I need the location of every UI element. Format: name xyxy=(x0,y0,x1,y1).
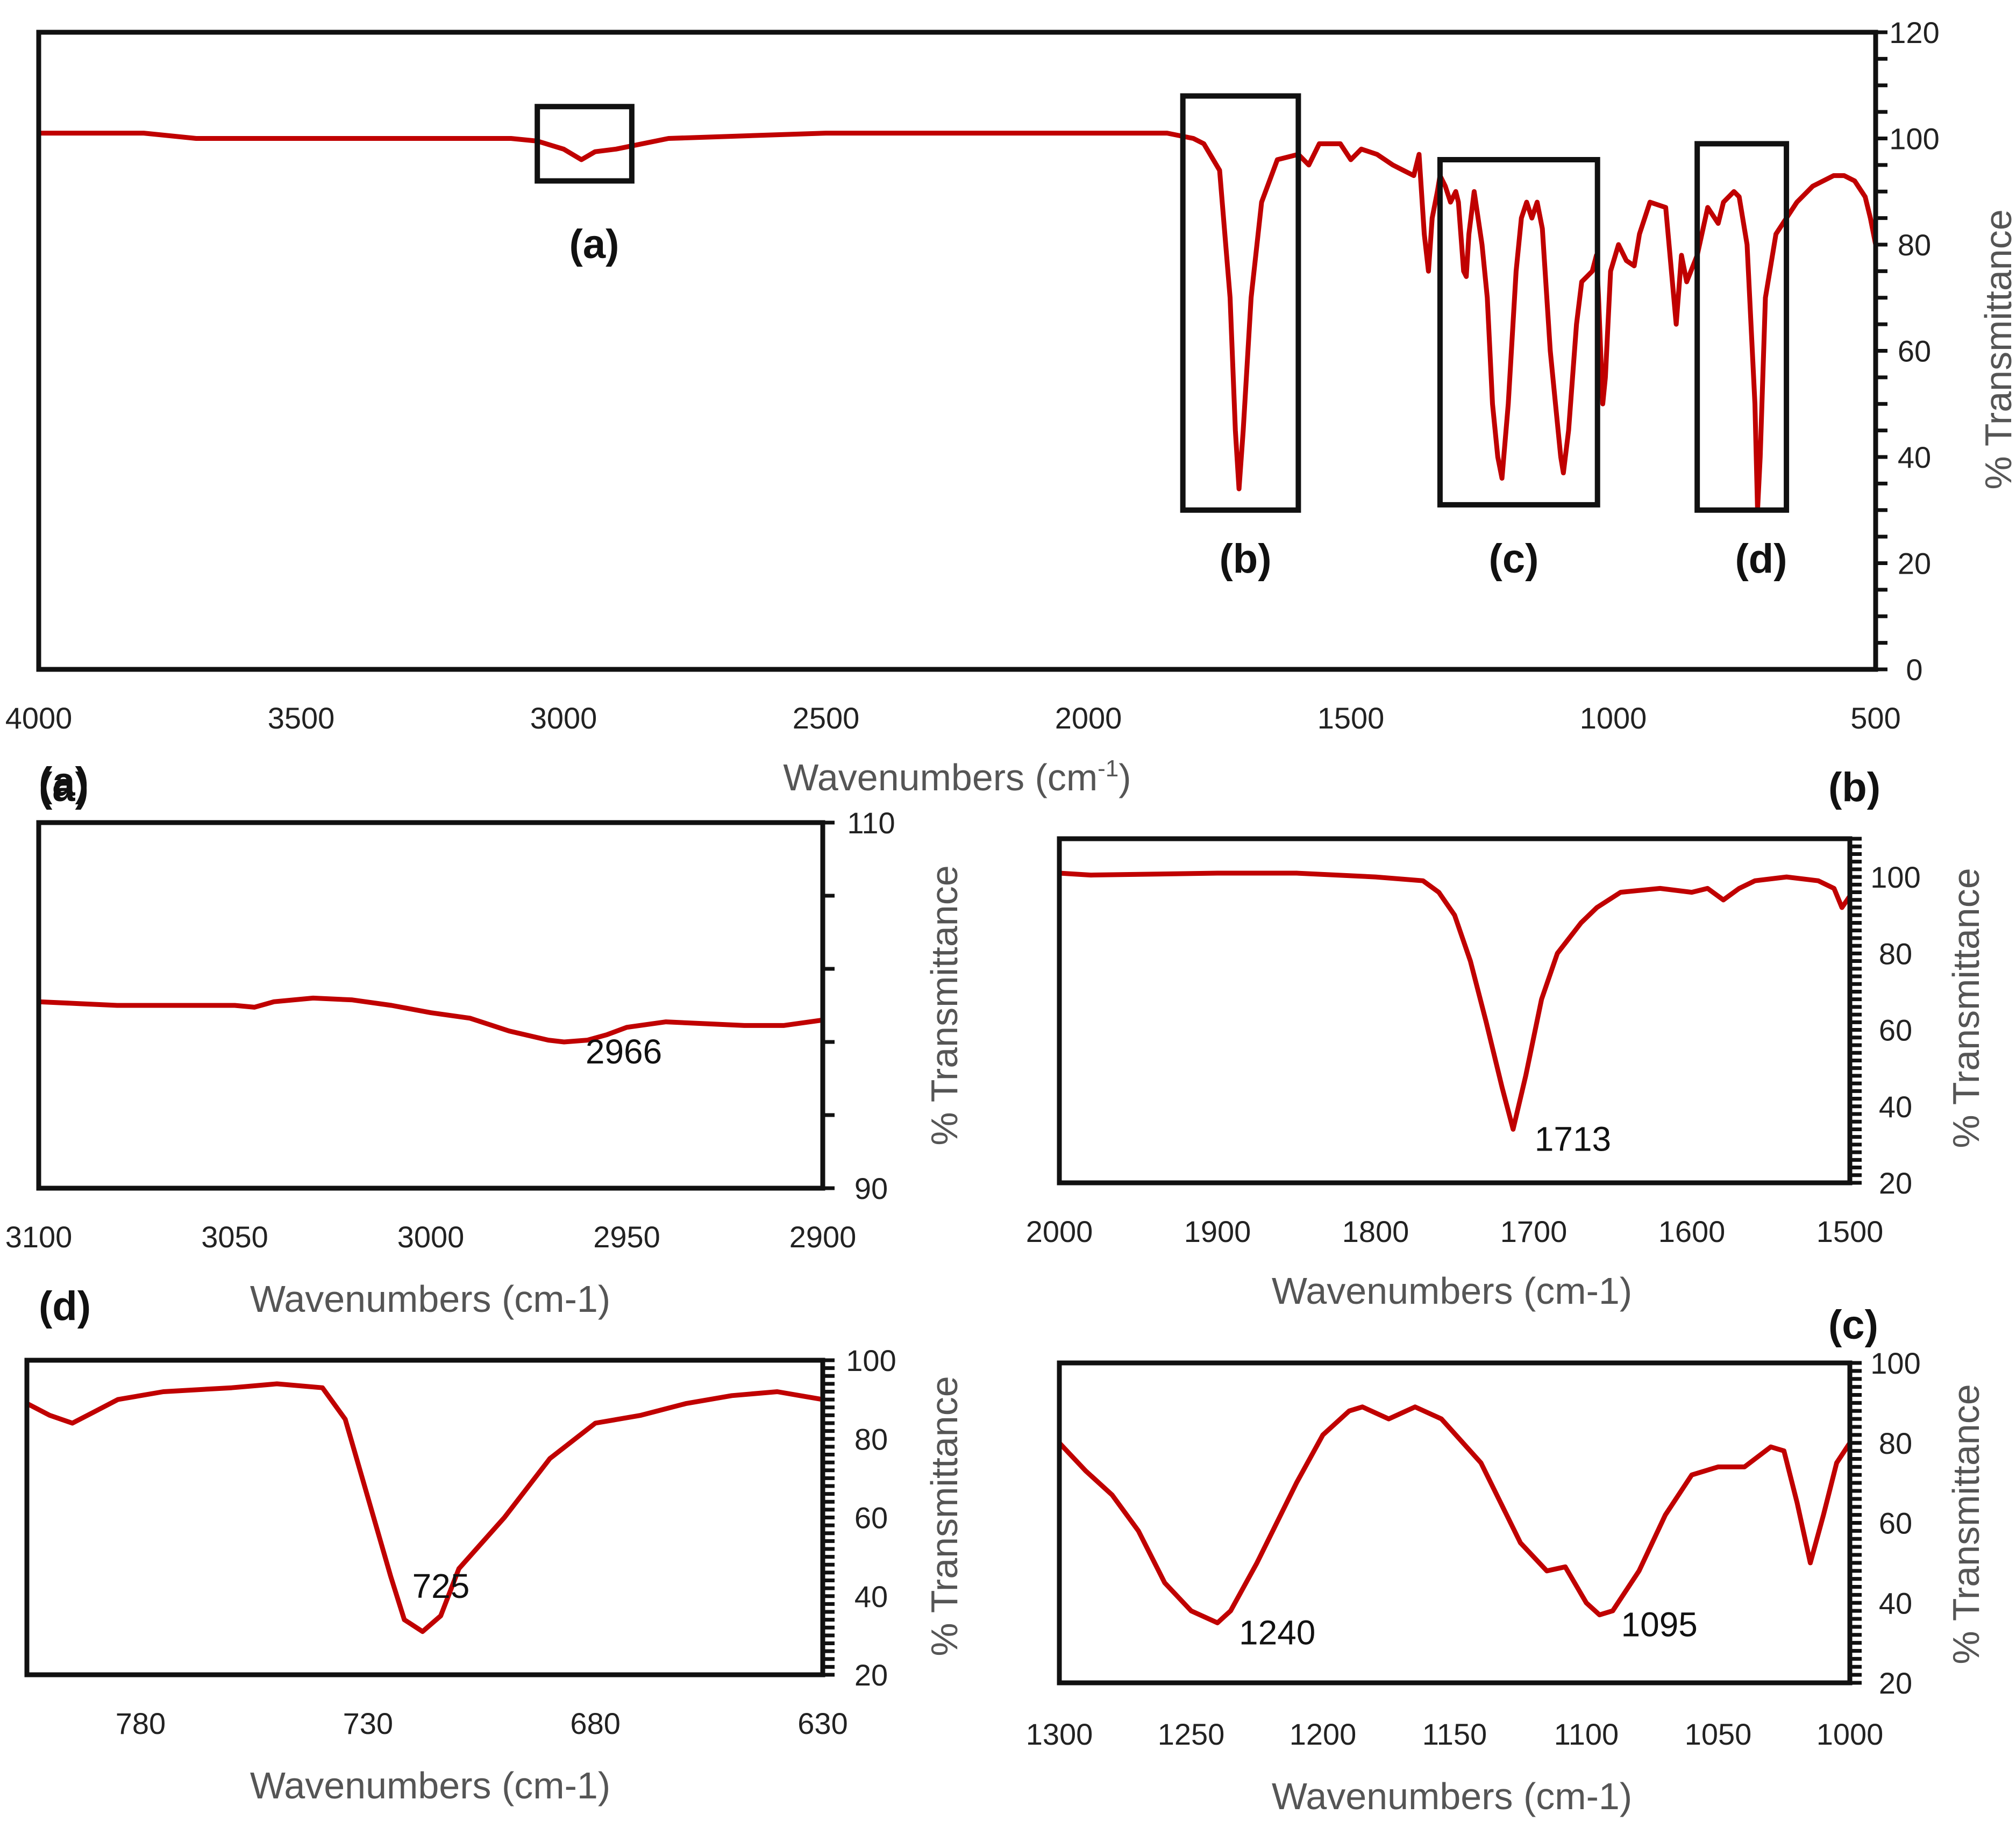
x-tick-label: 1900 xyxy=(1184,1215,1251,1248)
peak-label: 2966 xyxy=(586,1032,662,1071)
x-tick-label: 1150 xyxy=(1422,1717,1487,1751)
y-tick-label: 40 xyxy=(1879,1090,1912,1124)
x-axis-label: Wavenumbers (cm-1) xyxy=(1272,1270,1632,1312)
plot-frame xyxy=(1057,1360,1853,1686)
y-tick-label: 100 xyxy=(1889,122,1939,156)
highlight-box-label: (a) xyxy=(569,222,619,267)
x-tick-label: 2900 xyxy=(789,1220,857,1254)
y-tick-label: 20 xyxy=(1898,547,1931,581)
x-tick-label: 4000 xyxy=(5,701,73,735)
x-tick-label: 1000 xyxy=(1816,1717,1884,1751)
y-tick-label: 0 xyxy=(1906,653,1922,687)
y-tick-label: 80 xyxy=(854,1422,888,1456)
y-tick-label: 100 xyxy=(1870,860,1920,894)
peak-label: 1095 xyxy=(1621,1605,1698,1644)
x-tick-label: 1800 xyxy=(1342,1215,1409,1248)
highlight-box xyxy=(535,104,635,184)
plot-frame xyxy=(1057,836,1853,1186)
x-axis-label: Wavenumbers (cm-1) xyxy=(250,1765,610,1806)
x-tick-label: 630 xyxy=(797,1706,847,1740)
x-tick-label: 1000 xyxy=(1580,701,1647,735)
plot-frame xyxy=(36,30,1878,672)
plot-frame xyxy=(24,1358,825,1677)
y-axis-label: % Transmittance xyxy=(1945,1384,1987,1664)
y-tick-label: 60 xyxy=(1879,1506,1912,1540)
x-tick-label: 2950 xyxy=(593,1220,660,1254)
y-tick-label: 100 xyxy=(1870,1346,1920,1380)
panel-label: (c) xyxy=(1828,1302,1878,1348)
peak-label: 1713 xyxy=(1535,1119,1611,1158)
highlight-box xyxy=(1694,141,1790,513)
y-tick-label: 20 xyxy=(854,1658,888,1692)
y-tick-label: 40 xyxy=(854,1580,888,1613)
chart-c: 1300 1250 1200 1150 1100 1050 1000 20 40 60 80 100 W… xyxy=(1026,1302,1987,1817)
x-tick-label: 3050 xyxy=(201,1220,268,1254)
x-tick-label: 3500 xyxy=(268,701,335,735)
panel-label: (d) xyxy=(39,1283,91,1329)
highlight-box-label: (c) xyxy=(1489,536,1539,582)
spectrum-line xyxy=(1057,1404,1853,1625)
x-tick-label: 780 xyxy=(116,1706,166,1740)
x-tick-label: 1200 xyxy=(1290,1717,1357,1751)
peak-label: 1240 xyxy=(1239,1613,1315,1652)
y-tick-label: 120 xyxy=(1889,16,1939,49)
chart-a: 3100 3050 3000 2950 2900 90 110 Wavenumbers (cm… xyxy=(5,765,965,1320)
y-tick-label: 80 xyxy=(1879,1426,1912,1460)
plot-frame xyxy=(36,820,825,1191)
x-tick-label: 2000 xyxy=(1055,701,1122,735)
y-axis-label: % Transmittance xyxy=(1945,868,1987,1148)
x-tick-label: 3000 xyxy=(397,1220,465,1254)
x-tick-label: 3100 xyxy=(5,1220,73,1254)
y-axis-label: % Transmittance xyxy=(923,1376,965,1656)
panel-label: (a) xyxy=(39,759,89,805)
y-tick-label: 90 xyxy=(854,1172,888,1205)
peak-label: 725 xyxy=(412,1567,470,1605)
y-tick-label: 80 xyxy=(1879,937,1912,970)
y-tick-label: 20 xyxy=(1879,1666,1912,1700)
x-axis-label: Wavenumbers (cm-1) xyxy=(1272,1775,1632,1817)
x-tick-label: 1500 xyxy=(1317,701,1385,735)
y-tick-label: 80 xyxy=(1898,228,1931,262)
x-tick-label: 730 xyxy=(343,1706,393,1740)
y-tick-label: 40 xyxy=(1879,1586,1912,1620)
spectrum-line xyxy=(36,995,825,1045)
y-axis-label: % Transmittance xyxy=(1977,209,2016,489)
x-tick-label: 3000 xyxy=(530,701,597,735)
x-axis-label: Wavenumbers (cm-1) xyxy=(250,1278,610,1320)
y-tick-label: 100 xyxy=(846,1344,896,1377)
panel-label: (a) xyxy=(39,765,89,810)
x-tick-label: 1100 xyxy=(1554,1717,1619,1751)
x-tick-label: 2000 xyxy=(1026,1215,1093,1248)
x-tick-label: 1250 xyxy=(1158,1717,1225,1751)
x-tick-label: 2500 xyxy=(793,701,860,735)
highlight-box xyxy=(1180,93,1301,513)
y-tick-label: 20 xyxy=(1879,1166,1912,1200)
x-tick-label: 1700 xyxy=(1500,1215,1568,1248)
highlight-box xyxy=(1437,157,1600,508)
spectrum-line xyxy=(36,131,1878,513)
x-tick-label: 1600 xyxy=(1658,1215,1726,1248)
y-tick-label: 60 xyxy=(1879,1013,1912,1047)
x-tick-label: 1500 xyxy=(1816,1215,1884,1248)
panel-label: (b) xyxy=(1828,765,1880,810)
chart-b: 2000 1900 1800 1700 1600 1500 20 40 60 80 100 Waven… xyxy=(1026,765,1987,1312)
y-axis-label: % Transmittance xyxy=(923,865,965,1145)
x-tick-label: 1300 xyxy=(1026,1717,1093,1751)
y-tick-label: 40 xyxy=(1898,440,1931,474)
y-tick-label: 60 xyxy=(1898,334,1931,368)
x-axis-label: Wavenumbers (cm-1) xyxy=(783,755,1131,798)
spectrum-line xyxy=(24,1381,825,1634)
y-tick-label: 110 xyxy=(847,806,895,840)
x-tick-label: 1050 xyxy=(1685,1717,1752,1751)
x-tick-label: 680 xyxy=(570,1706,620,1740)
x-tick-label: 500 xyxy=(1850,701,1900,735)
highlight-box-label: (d) xyxy=(1735,536,1787,582)
spectrum-line xyxy=(1057,870,1853,1132)
highlight-box-label: (b) xyxy=(1219,536,1271,582)
y-tick-label: 60 xyxy=(854,1501,888,1535)
